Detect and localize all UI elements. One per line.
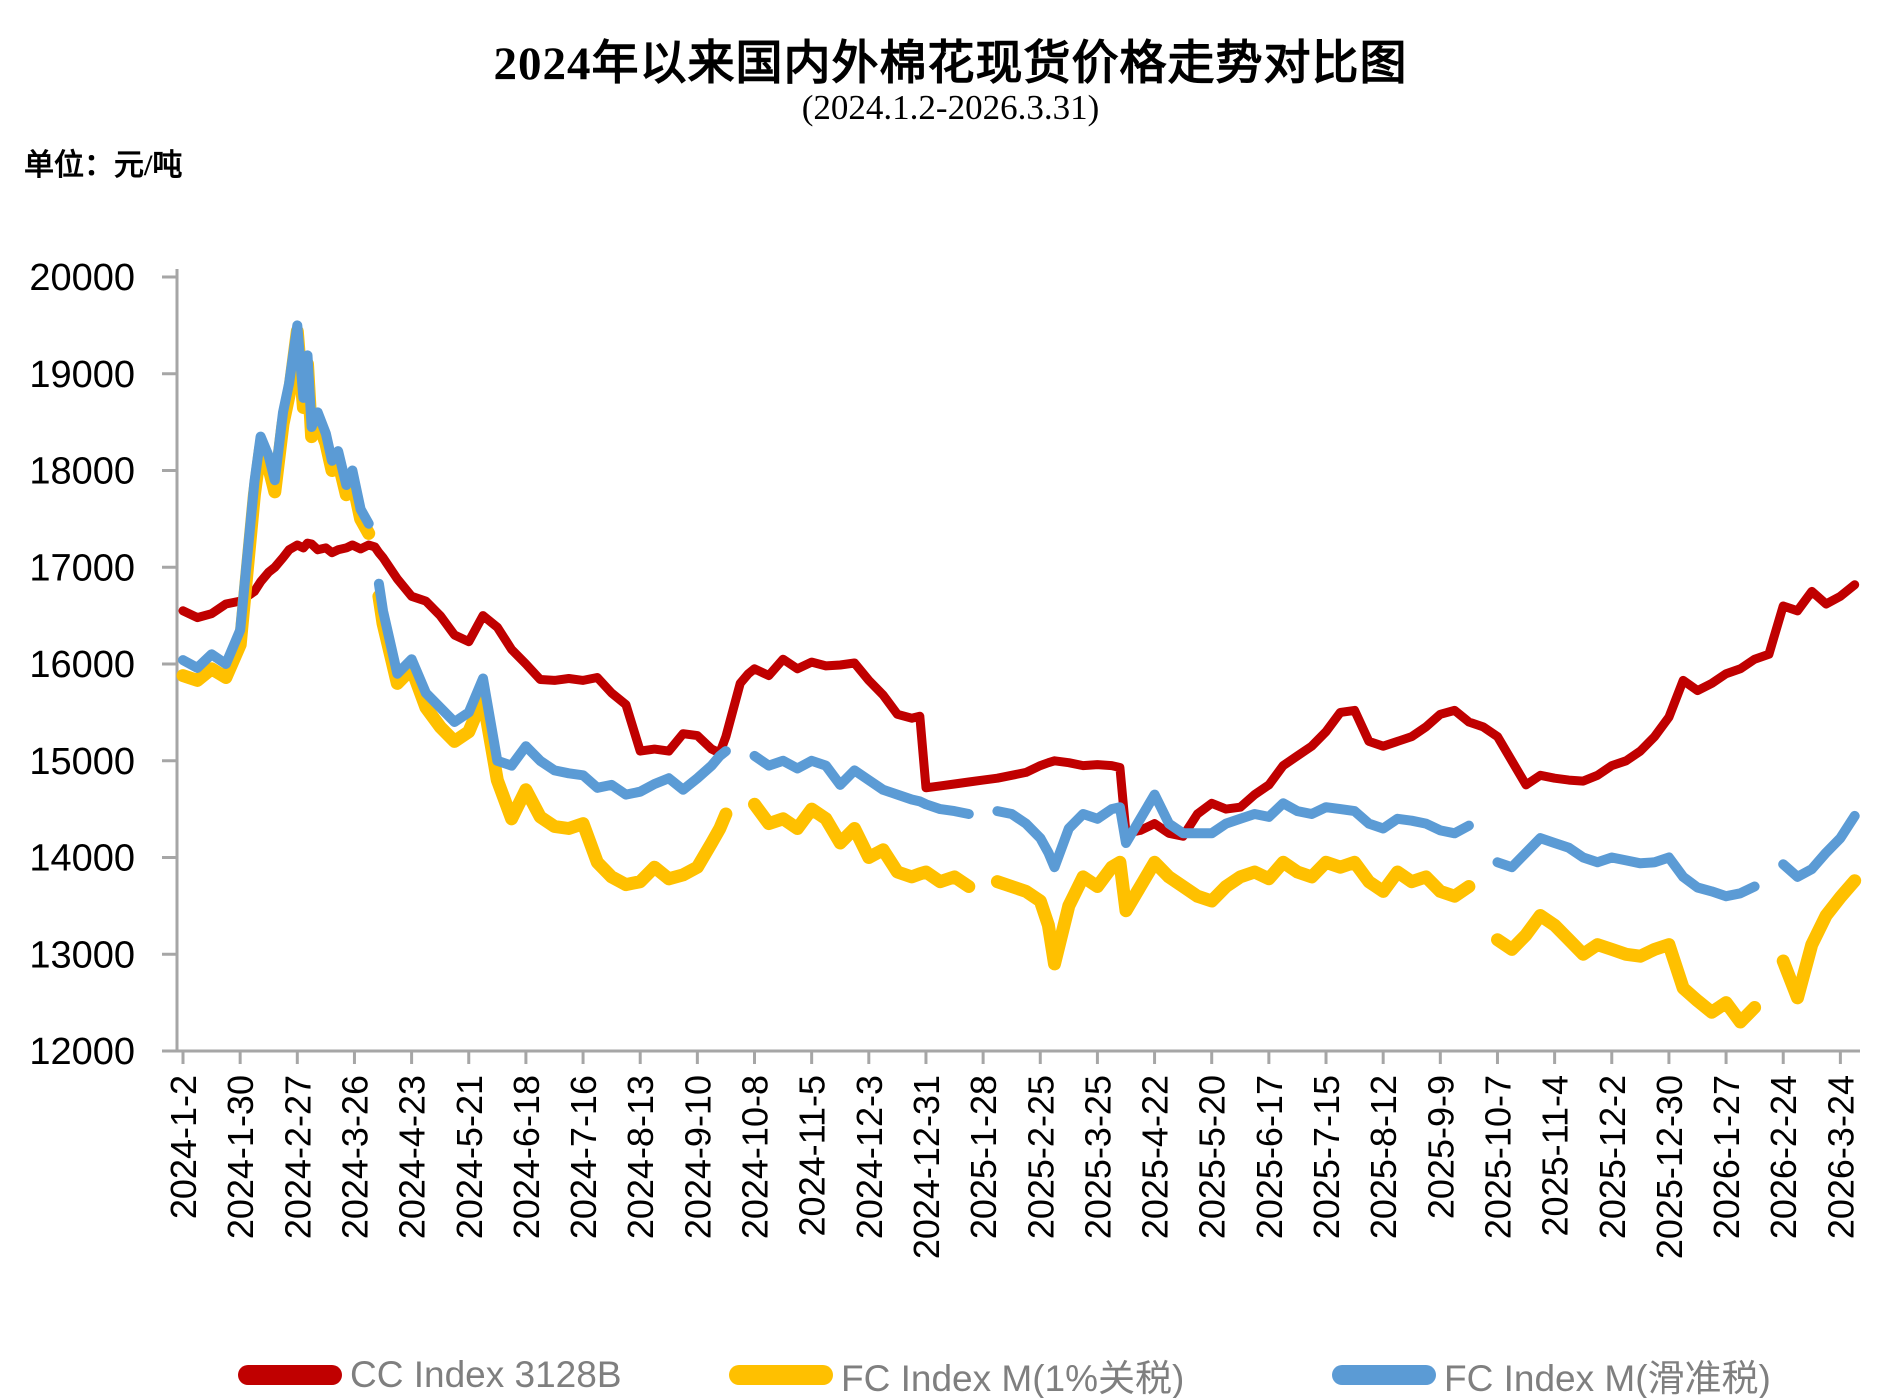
fc-index-sliding-line [178,320,1860,902]
x-axis-tick-label: 2026-2-24 [1763,1075,1804,1239]
x-axis-tick-label: 2024-4-23 [392,1075,433,1239]
x-axis-tick-label: 2025-7-15 [1306,1075,1347,1239]
chart-legend: CC Index 3128B FC Index M(1%关税) FC Index… [0,1352,1901,1398]
y-axis-tick-label: 15000 [29,741,135,783]
y-axis-tick-label: 16000 [29,644,135,686]
y-axis-tick-label: 17000 [29,547,135,589]
y-axis-tick-label: 19000 [29,354,135,396]
x-axis-tick-label: 2024-7-16 [563,1075,604,1239]
x-axis-tick-label: 2025-4-22 [1135,1075,1176,1239]
y-axis-tick-label: 18000 [29,451,135,493]
fc-index-1pct-line [176,324,1862,1029]
x-axis-tick-label: 2024-1-2 [163,1075,204,1219]
x-axis-tick-label: 2025-12-2 [1592,1075,1633,1239]
x-axis-tick-label: 2025-10-7 [1477,1075,1518,1239]
x-axis-tick-label: 2024-12-3 [849,1075,890,1239]
x-axis-tick-label: 2024-2-27 [277,1075,318,1239]
y-axis-tick-label: 14000 [29,838,135,880]
legend-label-fc-1pct: FC Index M(1%关税) [841,1358,1185,1398]
x-axis-tick-label: 2024-3-26 [334,1075,375,1239]
x-axis-tick-label: 2026-1-27 [1706,1075,1747,1239]
legend-label-fc-sliding: FC Index M(滑准税) [1444,1358,1771,1398]
legend-label-cc-index: CC Index 3128B [350,1354,622,1395]
x-axis-tick-label: 2025-2-25 [1020,1075,1061,1239]
x-axis-tick-label: 2025-6-17 [1249,1075,1290,1239]
x-axis-tick-label: 2024-12-31 [906,1075,947,1259]
legend-item-fc-sliding: FC Index M(滑准税) [1332,1352,1771,1398]
y-axis-tick-label: 20000 [29,257,135,299]
x-axis-tick-label: 2024-6-18 [506,1075,547,1239]
x-axis-tick-label: 2025-9-9 [1420,1075,1461,1219]
x-axis-tick-label: 2025-5-20 [1192,1075,1233,1239]
cc-index-line-swatch [238,1365,342,1385]
x-axis-tick-label: 2024-10-8 [735,1075,776,1239]
x-axis-tick-label: 2025-12-30 [1649,1075,1690,1259]
x-axis-tick-label: 2025-11-4 [1535,1075,1576,1236]
chart-subtitle: (2024.1.2-2026.3.31) [801,88,1100,127]
unit-label: 单位：元/吨 [24,149,183,182]
y-axis-tick-label: 13000 [29,934,135,976]
fc-1pct-line-swatch [729,1365,833,1385]
fc-sliding-line-swatch [1332,1365,1436,1385]
chart-title: 2024年以来国内外棉花现货价格走势对比图 [493,38,1408,90]
x-axis-tick-label: 2024-11-5 [792,1075,833,1236]
cc-index-3128b-line [178,538,1860,841]
x-axis-tick-label: 2025-1-28 [963,1075,1004,1239]
x-axis-tick-label: 2024-9-10 [677,1075,718,1239]
y-axis-tick-label: 12000 [29,1031,135,1073]
x-axis-tick-label: 2025-8-12 [1363,1075,1404,1239]
x-axis-tick-label: 2025-3-25 [1077,1075,1118,1239]
x-axis-tick-label: 2024-8-13 [620,1075,661,1239]
x-axis-tick-label: 2024-5-21 [449,1075,490,1239]
legend-item-fc-1pct: FC Index M(1%关税) [729,1352,1184,1398]
x-axis-tick-label: 2026-3-24 [1820,1075,1861,1239]
x-axis-tick-label: 2024-1-30 [220,1075,261,1239]
legend-item-cc-index: CC Index 3128B [238,1352,622,1398]
